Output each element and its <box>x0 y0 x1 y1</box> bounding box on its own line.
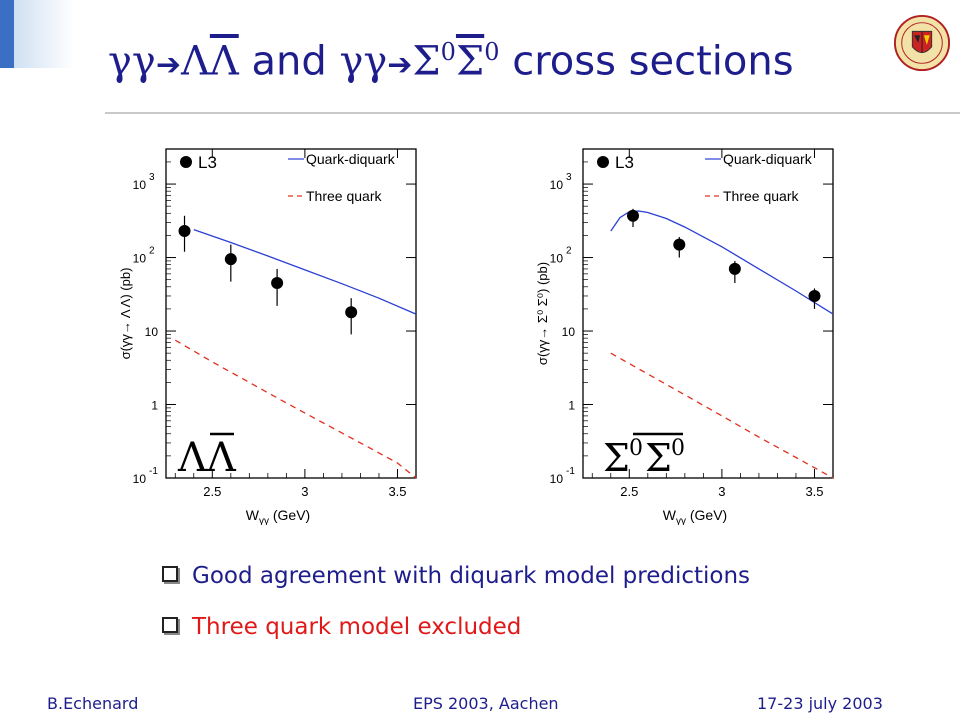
series-quark-diquark <box>193 228 417 315</box>
legend-label-l3: L3 <box>615 153 634 172</box>
series-three-quark <box>610 352 834 479</box>
y-tick-exponent: 2 <box>149 246 155 257</box>
y-tick-exponent: 2 <box>566 246 572 257</box>
x-tick-label: 3 <box>301 484 308 499</box>
slide-title: γγ➔ΛΛ and γγ➔Σ0Σ0 cross sections <box>108 38 794 84</box>
x-axis-label: Wγγ (GeV) <box>663 507 727 525</box>
y-tick-label: 10 <box>550 178 564 192</box>
accent-bar <box>0 0 14 68</box>
y-tick-label: 10 <box>550 472 564 486</box>
y-tick-label: 10 <box>562 325 576 339</box>
y-tick-exponent: 3 <box>566 172 572 183</box>
x-axis-label-w: W <box>246 507 260 523</box>
x-tick-label: 2.5 <box>620 484 638 499</box>
y-tick-exponent: 3 <box>149 172 155 183</box>
title-lambda-1: Λ <box>180 38 210 85</box>
y-tick-exponent: -1 <box>149 466 158 477</box>
footer-author: B.Echenard <box>47 694 139 713</box>
data-point <box>808 289 821 302</box>
bullet-box-icon <box>162 617 178 633</box>
legend-label-quark-diquark: Quark-diquark <box>723 151 813 167</box>
title-sigma-1-sup: 0 <box>440 38 456 66</box>
title-sigma-bar: Σ <box>455 38 485 85</box>
legend-marker-l3 <box>180 156 192 168</box>
legend-label-quark-diquark: Quark-diquark <box>306 151 396 167</box>
bullet-item: Three quark model excluded <box>162 614 521 640</box>
x-tick-label: 3.5 <box>388 484 406 499</box>
series-quark-diquark <box>610 210 834 315</box>
x-tick-label: 3.5 <box>805 484 823 499</box>
bullet-box-icon <box>162 566 178 582</box>
series-three-quark <box>174 339 417 479</box>
bullet-text: Three quark model excluded <box>192 614 522 640</box>
y-axis-label: σ(γγ→ Σ⁰ Σ⁰) (pb) <box>535 262 550 365</box>
x-axis-label-sub: γγ <box>676 516 686 525</box>
panel-label: ΛΛ <box>177 435 237 481</box>
panel-label-sup-2: 0 <box>671 436 685 461</box>
y-tick-label: 10 <box>133 178 147 192</box>
y-tick-label: 10 <box>133 252 147 266</box>
data-point <box>627 209 639 222</box>
footer-conference: EPS 2003, Aachen <box>413 694 559 713</box>
y-tick-exponent: -1 <box>566 466 575 477</box>
footer-date: 17-23 july 2003 <box>757 694 883 713</box>
x-axis-label-unit: (GeV) <box>269 507 310 523</box>
legend-label-three-quark: Three quark <box>306 188 382 204</box>
title-and: and <box>251 38 327 85</box>
accent-gradient <box>14 0 74 68</box>
title-arrow-1: ➔ <box>155 47 181 83</box>
bullet-item: Good agreement with diquark model predic… <box>162 563 750 589</box>
panel-label-sigma-1: Σ <box>603 436 630 480</box>
legend-label-l3: L3 <box>198 153 217 172</box>
legend-marker-l3 <box>597 156 609 168</box>
title-sigma-2-sup: 0 <box>484 38 500 66</box>
x-axis-label-sub: γγ <box>259 516 269 525</box>
title-rule <box>105 112 960 114</box>
data-point <box>345 306 358 319</box>
title-lambda-bar: Λ <box>209 38 239 85</box>
data-point <box>178 224 191 237</box>
panel-label-sup-1: 0 <box>629 436 643 461</box>
y-tick-label: 10 <box>550 252 564 266</box>
x-axis-label-w: W <box>663 507 677 523</box>
y-tick-label: 10 <box>133 472 147 486</box>
x-axis-label-unit: (GeV) <box>686 507 727 523</box>
bullet-text: Good agreement with diquark model predic… <box>192 563 751 589</box>
data-point <box>224 253 237 266</box>
x-tick-label: 3 <box>718 484 725 499</box>
title-rest: cross sections <box>512 38 794 85</box>
title-arrow-2: ➔ <box>387 47 413 83</box>
y-tick-label: 1 <box>568 399 575 413</box>
y-axis-label: σ(γγ→ Λ Λ) (pb) <box>118 268 133 360</box>
title-gamma-gamma-1: γγ <box>108 38 156 85</box>
x-axis-label: Wγγ (GeV) <box>246 507 310 525</box>
plot-frame <box>582 148 834 479</box>
y-tick-label: 10 <box>145 325 159 339</box>
title-gamma-gamma-2: γγ <box>339 38 388 85</box>
data-point <box>728 262 741 275</box>
legend-label-three-quark: Three quark <box>723 188 799 204</box>
y-tick-label: 1 <box>151 399 158 413</box>
plot-frame <box>165 148 417 479</box>
panel-label-sigma-2: Σ <box>645 436 672 480</box>
x-tick-label: 2.5 <box>203 484 221 499</box>
title-sigma-1: Σ <box>412 38 441 85</box>
university-seal-icon <box>893 14 951 72</box>
data-point <box>673 238 686 251</box>
data-point <box>271 277 284 290</box>
